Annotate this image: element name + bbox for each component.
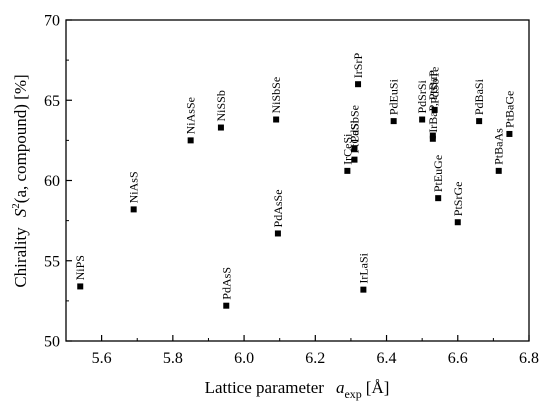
data-point xyxy=(419,116,426,123)
x-axis-label-prefix: Lattice parameter xyxy=(205,378,325,397)
point-label: PtBaAs xyxy=(492,128,506,165)
data-point xyxy=(223,302,230,309)
point-label: NiAsS xyxy=(127,171,141,203)
point-label: PtBaGe xyxy=(502,91,516,128)
x-tick-label: 5.8 xyxy=(163,350,183,367)
x-tick-label: 6.4 xyxy=(377,350,397,367)
point-label: PdAsS xyxy=(219,267,233,300)
data-point xyxy=(454,219,461,226)
point-label: NiPS xyxy=(73,255,87,280)
point-label: PtEuGe xyxy=(431,155,445,192)
x-tick-label: 5.6 xyxy=(92,350,112,367)
y-axis-ticks: 50 55 60 65 70 xyxy=(44,13,72,351)
point-label: IrLaSi xyxy=(356,252,370,283)
data-point xyxy=(390,118,397,125)
x-tick-label: 6.6 xyxy=(448,350,468,367)
data-point xyxy=(344,167,351,174)
data-point xyxy=(77,283,84,290)
data-point xyxy=(130,206,137,213)
data-point xyxy=(360,286,367,293)
x-axis-ticks: 5.6 5.8 6.0 6.2 6.4 6.6 6.8 xyxy=(65,335,539,367)
y-tick-label: 70 xyxy=(44,13,60,30)
data-points xyxy=(77,81,513,309)
y-axis-label-superscript: 2 xyxy=(10,203,22,209)
point-label: NiSSb xyxy=(214,90,228,121)
data-point xyxy=(506,130,513,137)
data-point xyxy=(429,132,436,139)
point-label: NiAsSe xyxy=(184,97,198,134)
point-label: PdBaSi xyxy=(472,78,486,115)
x-tick-label: 6.0 xyxy=(234,350,254,367)
data-point xyxy=(495,167,502,174)
x-tick-label: 6.2 xyxy=(305,350,325,367)
data-point xyxy=(187,137,194,144)
x-tick-label: 6.8 xyxy=(519,350,539,367)
data-point xyxy=(351,156,358,163)
x-axis-label-subscript: exp xyxy=(344,387,361,401)
x-axis-label-unit: [Å] xyxy=(366,378,390,397)
point-label: PtCaSi xyxy=(347,120,361,154)
data-point xyxy=(431,106,438,113)
data-point xyxy=(273,116,280,123)
data-point xyxy=(435,195,442,202)
point-labels: NiPS NiAsS NiAsSe NiSSb PdAsS NiSbSe PdAsSe IrC… xyxy=(73,53,516,300)
data-point xyxy=(355,81,362,88)
y-tick-label: 55 xyxy=(44,253,60,270)
point-label: PdSrSi xyxy=(415,79,429,113)
y-tick-label: 60 xyxy=(44,173,60,190)
point-label: PtSrGe xyxy=(451,182,465,217)
data-point xyxy=(274,230,281,237)
y-axis-label-symbol: S xyxy=(11,208,30,217)
point-label: PdEuSi xyxy=(387,78,401,115)
data-point xyxy=(476,118,483,125)
y-tick-label: 65 xyxy=(44,93,60,110)
point-label: PdSbSe xyxy=(347,105,361,142)
point-label: IrCeSi xyxy=(340,133,354,165)
data-point xyxy=(429,135,436,142)
point-label: NiSbSe xyxy=(269,77,283,114)
point-label: IrBaP, PtBaP xyxy=(426,70,440,133)
point-label: PdAsSe xyxy=(271,189,285,227)
point-label: IrSrP xyxy=(351,53,365,79)
y-tick-label: 50 xyxy=(44,334,60,351)
point-label: PdSbTe xyxy=(428,67,442,104)
data-point xyxy=(351,145,358,152)
y-axis-label-prefix: Chirality xyxy=(11,227,30,288)
y-axis-label-args: (a, compound) [%] xyxy=(11,74,30,203)
x-axis-label-symbol: a xyxy=(336,378,345,397)
y-axis-label: Chirality S2(a, compound) [%] xyxy=(10,74,30,287)
x-axis-label: Lattice parameter aexp [Å] xyxy=(205,378,390,401)
data-point xyxy=(217,124,224,131)
